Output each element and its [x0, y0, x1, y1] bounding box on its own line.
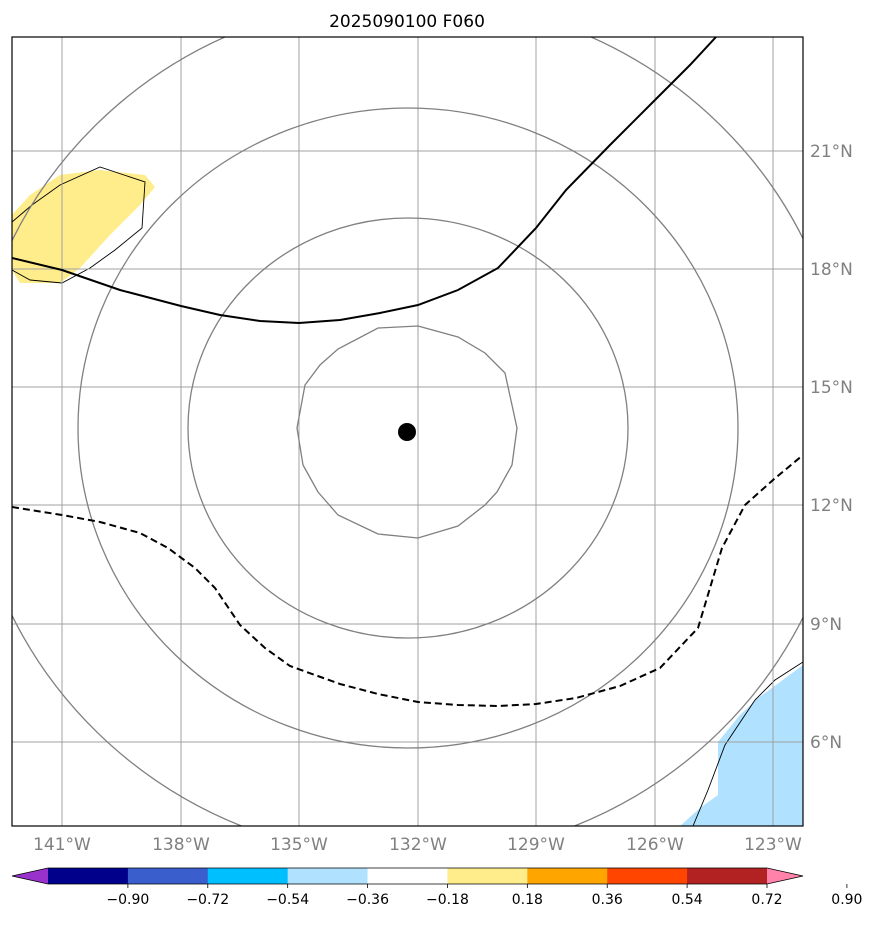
colorbar-segment [367, 868, 448, 884]
pressure-contour-ring-1 [296, 325, 518, 539]
lat-label: 15°N [810, 378, 853, 398]
colorbar-segment [127, 868, 209, 884]
colorbar-extend-high [767, 868, 803, 884]
lat-label: 6°N [810, 733, 842, 753]
colorbar-tick-label: 0.72 [751, 892, 782, 908]
colorbar-segment [447, 868, 528, 884]
lon-label: 126°W [626, 835, 684, 855]
map-title: 2025090100 F060 [329, 12, 485, 32]
positive-anomaly-outline [12, 166, 146, 284]
lon-label: 123°W [744, 835, 802, 855]
positive-anomaly-fill [12, 170, 155, 283]
colorbar-tick-label: 0.90 [831, 892, 862, 908]
colorbar: −0.90 −0.72 −0.54 −0.36 −0.18 0.18 0.36 0.54 0.7… [11, 867, 862, 908]
lon-labels: 141°W 138°W 135°W 132°W 129°W 126°W 123°… [33, 835, 802, 855]
colorbar-tick-label: −0.54 [266, 892, 309, 908]
solid-contour-line [12, 37, 717, 325]
pressure-contours [12, 37, 803, 826]
lon-label: 138°W [152, 835, 210, 855]
colorbar-outline [11, 867, 804, 885]
colorbar-tick-label: −0.18 [426, 892, 469, 908]
colorbar-tick-label: −0.36 [346, 892, 389, 908]
lat-label: 18°N [810, 260, 853, 280]
lat-gridlines [12, 150, 803, 743]
colorbar-tick-label: −0.90 [106, 892, 149, 908]
lon-label: 141°W [33, 835, 91, 855]
negative-anomaly-outline [692, 661, 803, 826]
pressure-contour-ring-2 [187, 217, 629, 639]
colorbar-tick-label: 0.54 [672, 892, 703, 908]
pressure-contour-ring-4 [12, 37, 803, 826]
dashed-contour-line [12, 454, 803, 708]
colorbar-segment [48, 868, 129, 884]
lat-label: 21°N [810, 142, 853, 162]
colorbar-tick-label: −0.72 [186, 892, 229, 908]
colorbar-segment [687, 868, 768, 884]
lon-label: 132°W [389, 835, 447, 855]
lon-label: 135°W [270, 835, 328, 855]
negative-anomaly-fill [680, 665, 803, 826]
colorbar-segment [527, 868, 608, 884]
colorbar-segment [287, 868, 369, 884]
colorbar-segment [207, 868, 289, 884]
lat-labels: 21°N 18°N 15°N 12°N 9°N 6°N [810, 142, 853, 753]
colorbar-tick-label: 0.36 [592, 892, 623, 908]
colorbar-segment [607, 868, 688, 884]
colorbar-extend-low [12, 868, 48, 884]
lat-label: 12°N [810, 496, 853, 516]
colorbar-tick-label: 0.18 [512, 892, 543, 908]
storm-center-marker [398, 423, 416, 441]
pressure-contour-ring-3 [77, 107, 739, 749]
lat-label: 9°N [810, 615, 842, 635]
lon-label: 129°W [507, 835, 565, 855]
map-frame [11, 36, 804, 827]
lon-gridlines [61, 37, 774, 826]
